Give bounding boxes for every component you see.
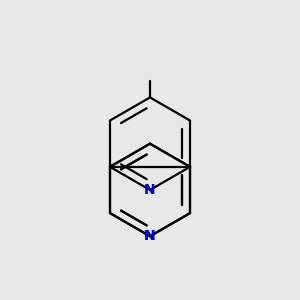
- Text: N: N: [144, 229, 156, 243]
- Text: N: N: [144, 183, 156, 197]
- Text: N: N: [144, 229, 156, 243]
